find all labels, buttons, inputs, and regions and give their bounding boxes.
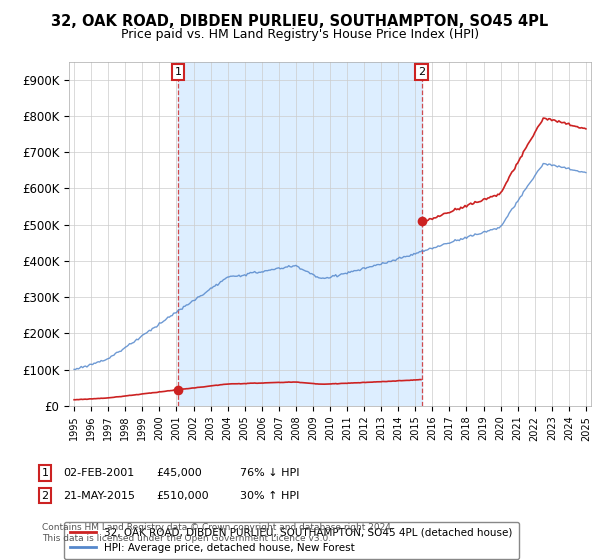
Text: This data is licensed under the Open Government Licence v3.0.: This data is licensed under the Open Gov… <box>42 534 331 543</box>
Text: 2: 2 <box>41 491 49 501</box>
Text: 30% ↑ HPI: 30% ↑ HPI <box>240 491 299 501</box>
Text: £510,000: £510,000 <box>156 491 209 501</box>
Text: 21-MAY-2015: 21-MAY-2015 <box>63 491 135 501</box>
Text: 76% ↓ HPI: 76% ↓ HPI <box>240 468 299 478</box>
Text: Price paid vs. HM Land Registry's House Price Index (HPI): Price paid vs. HM Land Registry's House … <box>121 28 479 41</box>
Bar <box>178 62 422 406</box>
Text: 02-FEB-2001: 02-FEB-2001 <box>63 468 134 478</box>
Text: 32, OAK ROAD, DIBDEN PURLIEU, SOUTHAMPTON, SO45 4PL: 32, OAK ROAD, DIBDEN PURLIEU, SOUTHAMPTO… <box>52 14 548 29</box>
Text: 1: 1 <box>175 67 181 77</box>
Text: 1: 1 <box>41 468 49 478</box>
Text: 2: 2 <box>418 67 425 77</box>
Text: £45,000: £45,000 <box>156 468 202 478</box>
Text: Contains HM Land Registry data © Crown copyright and database right 2024.: Contains HM Land Registry data © Crown c… <box>42 523 394 532</box>
Legend: 32, OAK ROAD, DIBDEN PURLIEU, SOUTHAMPTON, SO45 4PL (detached house), HPI: Avera: 32, OAK ROAD, DIBDEN PURLIEU, SOUTHAMPTO… <box>64 521 519 559</box>
